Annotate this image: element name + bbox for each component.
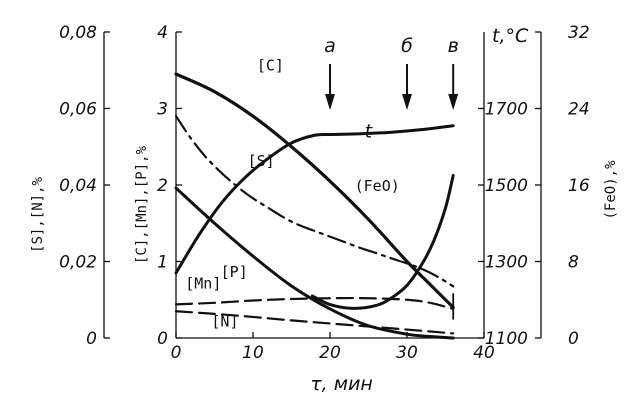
right-inner-axis-title: t,°C	[492, 25, 529, 47]
x-tick-label: 0	[171, 343, 182, 363]
right-outer-tick-label: 24	[568, 100, 590, 120]
marker-arrow-head	[325, 94, 335, 110]
series-line-t	[174, 124, 455, 275]
right-outer-tick-label: 0	[568, 329, 579, 349]
series-line-mn	[174, 296, 455, 311]
left-inner-tick-label: 2	[157, 176, 168, 196]
left-inner-tick-label: 3	[157, 100, 168, 120]
marker-label: б	[401, 35, 413, 57]
right-outer-axis-title: (FeO),%	[603, 160, 619, 220]
series-layer	[174, 72, 455, 340]
right-inner-tick-label: 1300	[485, 253, 528, 273]
right-inner-tick-label: 1500	[485, 176, 528, 196]
left-outer-tick-label: 0,04	[59, 176, 97, 196]
right-outer-tick-label: 8	[568, 253, 579, 273]
x-tick-label: 20	[319, 343, 341, 363]
left-outer-tick-label: 0,08	[59, 23, 97, 43]
label-layer: [C] [S] [P][Mn] [N] t (FeO) a б в	[185, 35, 459, 331]
series-label: [P]	[221, 263, 248, 281]
right-inner-tick-label: 1100	[485, 329, 528, 349]
marker-arrow-head	[448, 94, 459, 110]
series-label: [Mn]	[185, 274, 221, 292]
series-label: [S]	[248, 152, 275, 170]
left-inner-tick-label: 1	[157, 253, 168, 273]
series-label: [C]	[257, 56, 284, 74]
left-inner-axis-title: [C],[Mn],[P],%	[134, 145, 150, 264]
series-line-n	[174, 310, 455, 335]
series-line-feo	[310, 173, 455, 310]
x-axis-title: τ, мин	[310, 373, 373, 395]
x-tick-label: 40	[473, 343, 495, 363]
right-outer-tick-label: 32	[568, 23, 590, 43]
right-inner-tick-label: 1700	[485, 100, 528, 120]
marker-label: в	[448, 35, 459, 57]
left-outer-axis-title: [S],[N],%	[30, 177, 46, 253]
series-label: (FeO)	[355, 177, 400, 195]
marker-label: a	[324, 35, 336, 57]
x-tick-label: 10	[242, 343, 264, 363]
x-tick-label: 30	[396, 343, 418, 363]
left-outer-tick-label: 0	[86, 329, 97, 349]
axes-layer: 0 10 20 30 40 τ, мин 0 1 2 3 4 [C],[Mn],[P],% 0 0,02 0…	[30, 23, 619, 395]
right-outer-tick-label: 16	[568, 176, 590, 196]
series-line-c	[174, 72, 455, 309]
series-line-s	[174, 115, 455, 288]
left-inner-tick-label: 4	[157, 23, 168, 43]
series-label: [N]	[211, 313, 238, 331]
series-label: t	[365, 121, 374, 143]
marker-arrow-head	[402, 94, 412, 110]
left-outer-tick-label: 0,06	[59, 100, 97, 120]
left-outer-tick-label: 0,02	[59, 253, 97, 273]
series-line-p	[174, 186, 455, 340]
left-inner-tick-label: 0	[157, 329, 168, 349]
